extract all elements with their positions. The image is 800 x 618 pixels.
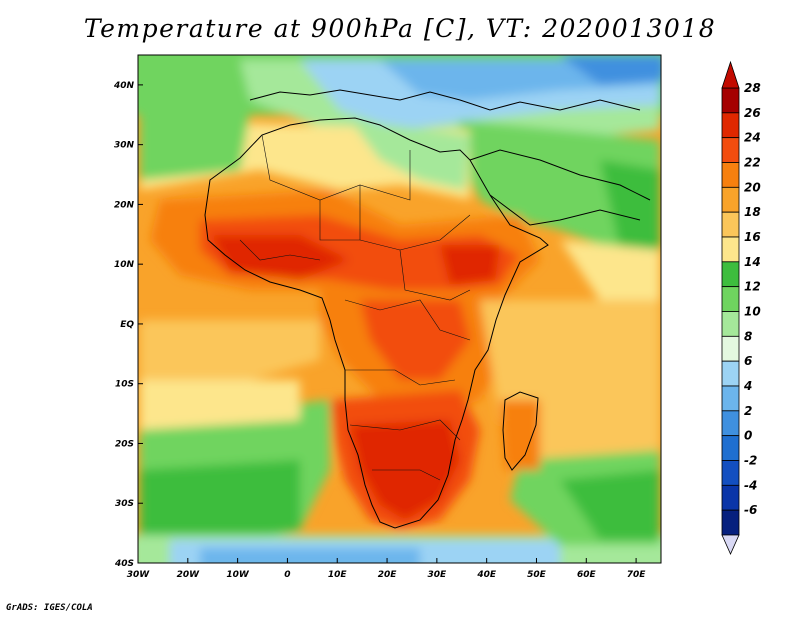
lon-tick-label: 30W bbox=[127, 570, 151, 580]
colorbar-label: 22 bbox=[744, 156, 761, 170]
colorbar-label: -6 bbox=[744, 503, 757, 517]
lon-tick-label: 20W bbox=[177, 570, 201, 580]
temperature-field bbox=[138, 55, 661, 563]
colorbar-label: 4 bbox=[743, 379, 752, 393]
lon-tick-label: 40E bbox=[476, 570, 497, 580]
lat-tick-label: 20S bbox=[115, 439, 134, 449]
colorbar-swatch bbox=[721, 186, 740, 213]
colorbar-swatch bbox=[721, 311, 740, 337]
map-frame bbox=[137, 54, 662, 564]
lon-axis: 30W 20W 10W 0 10E 20E 30E 40E 50E 60E 70E bbox=[127, 558, 647, 580]
colorbar-label: 20 bbox=[744, 180, 761, 194]
colorbar-swatch bbox=[721, 87, 740, 114]
lon-tick-label: 10E bbox=[328, 570, 348, 580]
map-title: Temperature at 900hPa [C], VT: 202001301… bbox=[83, 14, 717, 43]
colorbar-swatch bbox=[721, 509, 740, 536]
colorbar-swatch bbox=[721, 335, 740, 362]
lon-tick-label: 70E bbox=[627, 570, 647, 580]
colorbar-label: 10 bbox=[744, 305, 761, 319]
colorbar-label: 14 bbox=[744, 255, 761, 269]
colorbar-label: 26 bbox=[744, 106, 761, 120]
lon-tick-label: 50E bbox=[527, 570, 547, 580]
lat-tick-label: 40S bbox=[114, 559, 134, 569]
colorbar-swatch bbox=[721, 460, 740, 486]
colorbar-label: 2 bbox=[744, 404, 752, 418]
lon-tick-label: 0 bbox=[284, 570, 290, 580]
lat-tick-label: EQ bbox=[120, 320, 134, 330]
credit-label: GrADS: IGES/COLA bbox=[6, 603, 93, 613]
country-borders bbox=[239, 134, 471, 481]
colorbar-label: 8 bbox=[744, 329, 752, 343]
colorbar-swatch bbox=[721, 360, 740, 387]
colorbar-swatch bbox=[721, 261, 740, 288]
lon-tick-label: 60E bbox=[577, 570, 597, 580]
colorbar-swatch bbox=[721, 137, 740, 163]
lat-tick-label: 10N bbox=[114, 260, 135, 270]
lat-axis: 40S 30S 20S 10S EQ 10N 20N 30N 40N bbox=[113, 81, 143, 569]
lat-tick-label: 10S bbox=[115, 380, 134, 390]
colorbar-swatch bbox=[721, 286, 740, 312]
colorbar-label: -2 bbox=[744, 454, 757, 468]
colorbar-label: 28 bbox=[744, 81, 761, 95]
lat-tick-label: 20N bbox=[114, 200, 135, 210]
colorbar-swatch bbox=[721, 112, 740, 139]
colorbar-swatch bbox=[721, 162, 740, 188]
colorbar-swatch bbox=[721, 385, 740, 412]
colorbar-top-arrow bbox=[721, 60, 740, 89]
colorbar-swatch bbox=[721, 236, 740, 263]
lon-tick-label: 30E bbox=[428, 570, 448, 580]
lat-tick-label: 40N bbox=[113, 81, 135, 91]
colorbar-swatch bbox=[721, 484, 740, 511]
lon-tick-label: 20E bbox=[378, 570, 398, 580]
coastlines bbox=[204, 89, 651, 529]
colorbar-swatch bbox=[721, 410, 740, 437]
lat-tick-label: 30S bbox=[115, 499, 134, 509]
colorbar-bottom-arrow bbox=[721, 534, 740, 555]
colorbar-label: 0 bbox=[744, 429, 752, 443]
colorbar-label: 16 bbox=[744, 230, 761, 244]
colorbar-swatch bbox=[721, 211, 740, 238]
colorbar-label: 24 bbox=[744, 131, 761, 145]
colorbar-label: -4 bbox=[744, 478, 757, 492]
colorbar-label: 12 bbox=[744, 280, 761, 294]
lon-tick-label: 10W bbox=[226, 570, 250, 580]
colorbar-label: 6 bbox=[744, 354, 752, 368]
colorbar-swatch bbox=[721, 435, 740, 461]
lat-tick-label: 30N bbox=[114, 141, 135, 151]
colorbar-label: 18 bbox=[744, 205, 761, 219]
